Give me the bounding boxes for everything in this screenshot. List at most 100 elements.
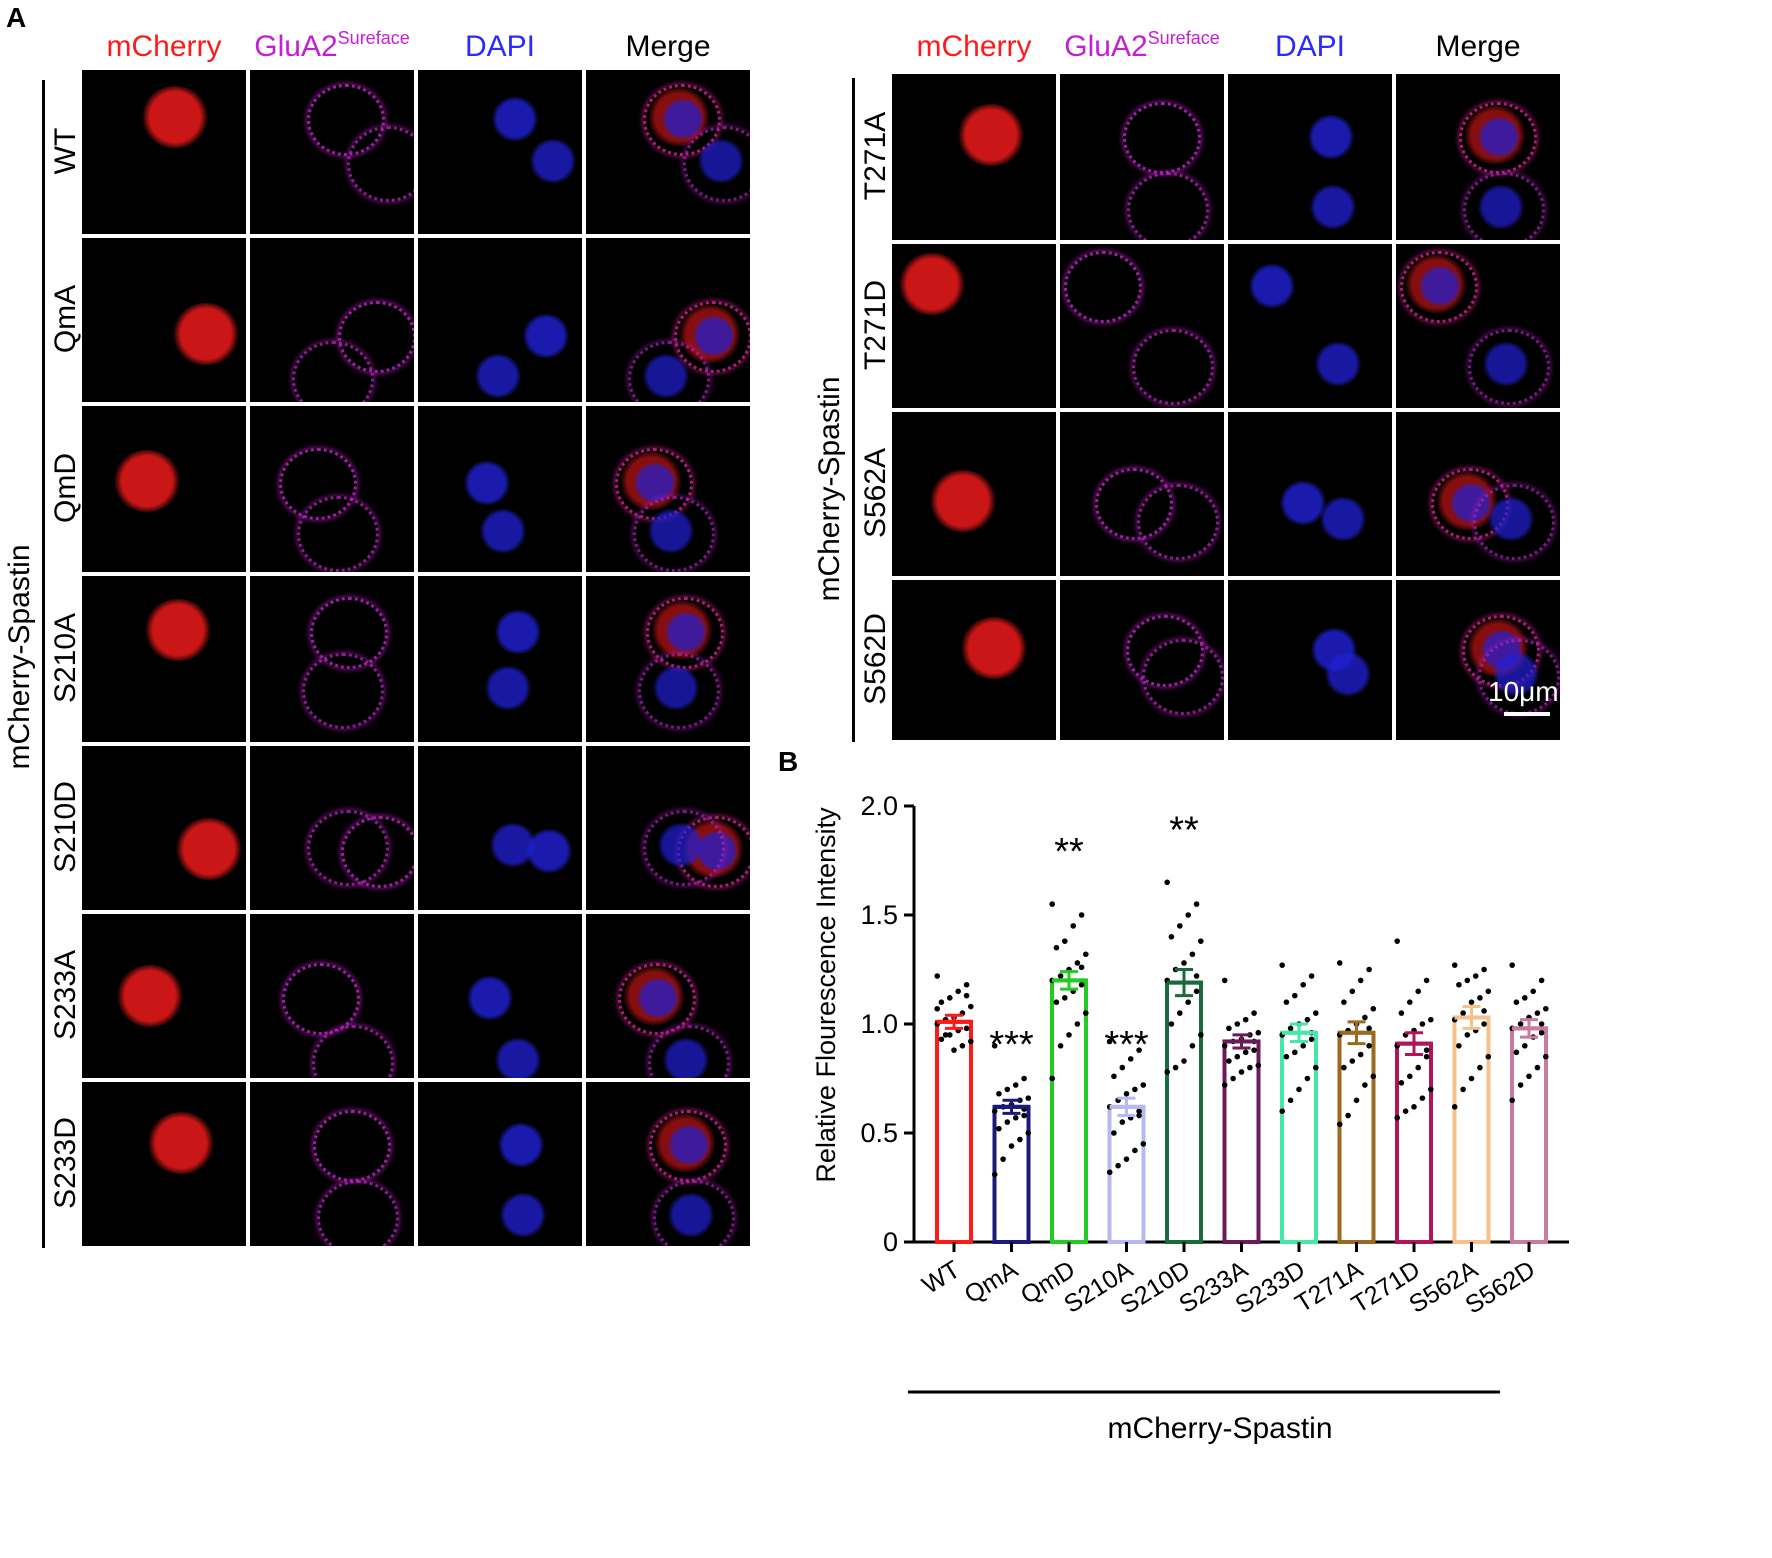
data-point [1366,1025,1372,1032]
cell-blob [479,508,527,554]
left-tile-s210d-mcherry [82,746,246,910]
cell-blob [116,964,184,1028]
data-point [1279,1108,1285,1114]
cell-blob [175,817,243,881]
right-tile-t271a-dapi [1228,74,1392,240]
x-tick-label-wt: WT [917,1255,965,1299]
data-point [1189,951,1196,958]
left-header-merge: Merge [586,30,750,64]
data-point [1415,1064,1421,1071]
column-header-label: mCherry [106,30,222,63]
left-tile-wt-glua2 [250,70,414,234]
data-point [1468,1075,1475,1082]
membrane-ring [683,126,750,202]
data-point [1287,1097,1294,1104]
data-point [1456,981,1462,988]
data-point [1140,1082,1147,1088]
data-point [1357,1051,1364,1058]
panel-a-letter: A [6,2,27,33]
data-point [1168,934,1175,940]
scale-bar-label: 10μm [1488,676,1559,707]
column-header-superscript: Sureface [1147,28,1220,48]
membrane-ring [653,1180,735,1246]
cell-blob [1477,116,1521,158]
data-point [1362,1014,1368,1021]
data-point [1341,1064,1347,1071]
cell-blob [692,315,736,357]
data-point [1255,1062,1262,1069]
data-point [1164,879,1170,886]
data-point [1292,1049,1298,1056]
data-point [1481,1021,1487,1027]
data-point [1021,1075,1027,1082]
data-point [1485,988,1492,995]
cell-blob [522,313,570,359]
left-tile-s210d-merge [586,746,750,910]
data-point [1419,1021,1426,1027]
data-point [1308,973,1315,979]
right-tile-t271a-glua2 [1060,74,1224,240]
data-point [1251,1010,1257,1016]
membrane-ring [302,653,384,729]
data-point [1481,1008,1487,1014]
data-point [1074,1021,1081,1027]
data-point [1123,1156,1130,1162]
data-point [1221,1043,1228,1049]
data-point [1083,1010,1089,1016]
data-point [947,1032,953,1038]
data-point [1394,938,1400,944]
cell-blob [636,977,680,1019]
left-row-label-s210d: S210D [49,781,82,873]
y-tick-label: 1.0 [860,1009,898,1039]
data-point [991,1043,998,1049]
data-point [1025,1130,1032,1136]
membrane-ring [1127,172,1209,240]
right-header-merge: Merge [1396,30,1560,64]
membrane-ring [633,496,715,572]
data-point [1221,977,1228,984]
data-point [1242,1049,1249,1056]
left-tile-s210d-glua2 [250,746,414,910]
data-point [1428,1016,1434,1023]
right-tile-s562d-merge [1396,580,1560,740]
left-row-label-wt: WT [49,127,82,175]
membrane-ring [1123,101,1201,175]
data-point [1049,1075,1055,1082]
data-point [1513,999,1520,1005]
data-point [1132,1147,1138,1154]
membrane-ring [317,1180,399,1246]
left-tile-wt-dapi [418,70,582,234]
data-point [1255,1029,1262,1036]
data-point [1534,1064,1541,1071]
significance-marker: ** [1054,831,1084,873]
membrane-ring [1137,484,1219,560]
cell-blob [664,611,708,653]
data-point [1140,1141,1147,1147]
data-point [1193,988,1200,995]
left-tile-qmd-dapi [418,406,582,572]
left-row-label-qmd: QmD [49,453,82,523]
y-axis-label: Relative Flourescence Intensity [811,807,841,1183]
data-point [1193,973,1200,979]
cell-blob [1324,651,1372,697]
data-point [1136,1108,1142,1114]
left-tile-wt-merge [586,70,750,234]
data-point [1423,1053,1430,1060]
data-point [1230,1075,1236,1082]
data-point [1472,973,1479,979]
data-point [1477,995,1483,1001]
membrane-ring [1142,639,1224,715]
group-label: mCherry-Spastin [1107,1412,1332,1445]
membrane-ring [1463,172,1545,240]
column-header-label: GluA2 [1064,30,1148,63]
right-tile-s562a-merge [1396,412,1560,576]
data-point [1053,999,1060,1005]
bar-s562a [1452,1015,1491,1244]
left-tile-qmd-mcherry [82,406,246,572]
cell-blob [113,449,181,513]
membrane-ring [347,126,414,202]
membrane-ring [643,83,721,157]
data-point [1057,1043,1064,1049]
data-point [1004,1086,1011,1093]
left-tile-s233a-merge [586,914,750,1078]
